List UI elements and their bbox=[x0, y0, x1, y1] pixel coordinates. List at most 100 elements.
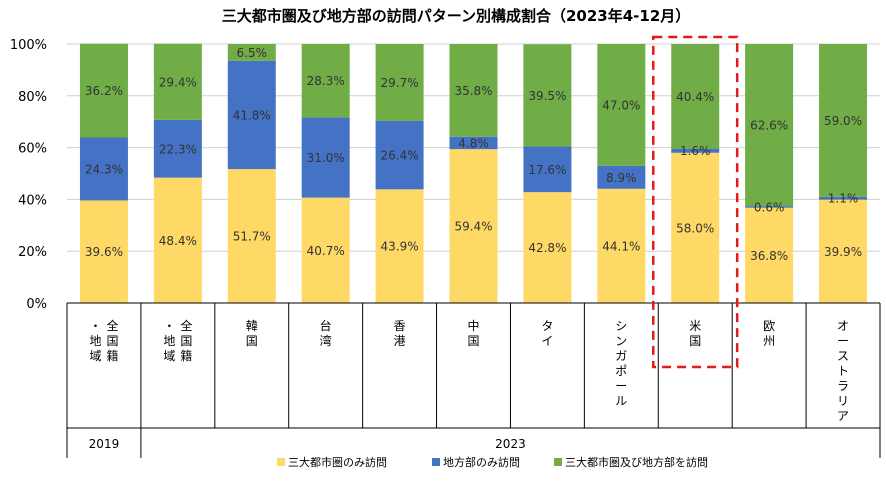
y-tick-label: 60% bbox=[18, 142, 47, 157]
bar-segment bbox=[227, 60, 276, 170]
bar-segment bbox=[153, 43, 202, 120]
data-label: 59.0% bbox=[824, 114, 862, 128]
bar-segment bbox=[227, 169, 276, 303]
category-label: タイ bbox=[541, 319, 553, 348]
category-label: 中国 bbox=[467, 318, 479, 348]
data-label: 35.8% bbox=[454, 84, 492, 98]
bar-segment bbox=[819, 199, 868, 303]
year-label: 2023 bbox=[495, 437, 526, 451]
bar-segment bbox=[79, 137, 128, 201]
category-label: オーストラリア bbox=[837, 319, 849, 423]
bar-segment bbox=[153, 177, 202, 303]
category-label: 全国籍・地域 bbox=[163, 318, 192, 363]
data-label: 1.1% bbox=[828, 192, 859, 206]
bar-segment bbox=[301, 44, 350, 118]
chart-title: 三大都市圏及び地方部の訪問パターン別構成割合（2023年4-12月） bbox=[222, 7, 691, 25]
data-label: 44.1% bbox=[602, 239, 640, 253]
data-label: 41.8% bbox=[233, 108, 271, 122]
bar-segment bbox=[671, 152, 720, 303]
legend-swatch bbox=[432, 458, 440, 466]
bar-segment bbox=[79, 43, 128, 138]
data-label: 24.3% bbox=[85, 162, 123, 176]
category-labels: 全国籍・地域 全国籍・地域 韓国 台湾 香港 中国 タイ シンガポール 米国 欧州 オーストラリア bbox=[89, 318, 849, 423]
bar-segment bbox=[523, 44, 572, 147]
bar-segment bbox=[671, 148, 720, 153]
data-label: 1.6% bbox=[680, 144, 711, 158]
y-axis-tick-labels: 0% 20% 40% 60% 80% 100% bbox=[10, 38, 47, 312]
data-label: 29.7% bbox=[381, 76, 419, 90]
data-label: 51.7% bbox=[233, 230, 271, 244]
bar-segment bbox=[301, 117, 350, 198]
data-label: 47.0% bbox=[602, 98, 640, 112]
legend-swatch bbox=[554, 458, 562, 466]
bar-segment bbox=[597, 165, 646, 189]
y-tick-label: 80% bbox=[18, 90, 47, 105]
data-label: 39.5% bbox=[528, 89, 566, 103]
legend-swatch bbox=[277, 458, 285, 466]
y-tick-label: 40% bbox=[18, 193, 47, 208]
highlight-box bbox=[652, 35, 739, 369]
bar-segment bbox=[375, 120, 424, 190]
bar-segment bbox=[523, 192, 572, 303]
data-label: 8.9% bbox=[606, 171, 637, 185]
highlight-dashed-box bbox=[652, 35, 739, 369]
bar-segment bbox=[375, 44, 424, 121]
data-label: 29.4% bbox=[159, 75, 197, 89]
bar-segment bbox=[79, 200, 128, 303]
year-label: 2019 bbox=[89, 437, 120, 451]
bar-segment bbox=[597, 44, 646, 166]
category-label: 全国籍・地域 bbox=[89, 318, 118, 363]
year-group-labels: 2019 2023 bbox=[89, 437, 526, 451]
bar-segment bbox=[745, 207, 794, 303]
category-label: 韓国 bbox=[246, 319, 258, 348]
data-label: 39.6% bbox=[85, 245, 123, 259]
data-label: 62.6% bbox=[750, 119, 788, 133]
legend-item: 三大都市圏のみ訪問 bbox=[288, 455, 387, 469]
data-label: 36.2% bbox=[85, 84, 123, 98]
data-label: 39.9% bbox=[824, 245, 862, 259]
bar-segment bbox=[671, 44, 720, 149]
data-label: 26.4% bbox=[381, 149, 419, 163]
data-label: 43.9% bbox=[381, 240, 419, 254]
data-label: 40.7% bbox=[307, 244, 345, 258]
category-axis bbox=[66, 302, 881, 458]
bar-segment bbox=[449, 136, 498, 150]
data-label: 40.4% bbox=[676, 90, 714, 104]
data-label: 58.0% bbox=[676, 221, 714, 235]
bar-segment bbox=[745, 206, 794, 208]
legend-item: 三大都市圏及び地方部を訪問 bbox=[565, 455, 708, 469]
category-label: 台湾 bbox=[320, 318, 332, 348]
data-label: 6.5% bbox=[237, 46, 268, 60]
data-label: 0.6% bbox=[754, 200, 785, 214]
bar-segment bbox=[449, 149, 498, 303]
data-label: 36.8% bbox=[750, 249, 788, 263]
category-label: 米国 bbox=[689, 319, 701, 348]
bar-segment bbox=[819, 44, 868, 197]
bars bbox=[79, 43, 868, 303]
data-label: 28.3% bbox=[307, 74, 345, 88]
category-label: シンガポール bbox=[615, 319, 627, 408]
legend: 三大都市圏のみ訪問 地方部のみ訪問 三大都市圏及び地方部を訪問 bbox=[277, 455, 708, 469]
data-label: 17.6% bbox=[528, 163, 566, 177]
bar-segment bbox=[449, 44, 498, 137]
data-labels: 39.6% 24.3% 36.2% 48.4% 22.3% 29.4% 51.7% 41.8%… bbox=[85, 46, 862, 263]
y-tick-label: 100% bbox=[10, 38, 47, 53]
bar-segment bbox=[227, 44, 276, 61]
category-label: 欧州 bbox=[763, 319, 775, 348]
y-tick-label: 0% bbox=[26, 297, 47, 312]
bar-segment bbox=[523, 146, 572, 193]
data-label: 42.8% bbox=[528, 241, 566, 255]
bar-segment bbox=[819, 196, 868, 200]
data-label: 22.3% bbox=[159, 142, 197, 156]
data-label: 59.4% bbox=[454, 220, 492, 234]
bar-segment bbox=[301, 197, 350, 303]
bar-segment bbox=[153, 119, 202, 178]
category-label: 香港 bbox=[394, 319, 406, 348]
bar-segment bbox=[745, 44, 794, 207]
bar-segment bbox=[375, 189, 424, 303]
data-label: 48.4% bbox=[159, 234, 197, 248]
data-label: 4.8% bbox=[458, 136, 489, 150]
legend-item: 地方部のみ訪問 bbox=[443, 455, 520, 469]
y-tick-label: 20% bbox=[18, 245, 47, 260]
